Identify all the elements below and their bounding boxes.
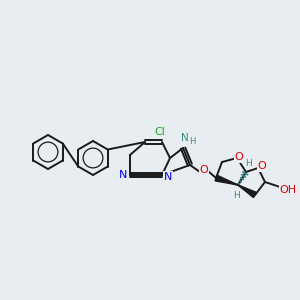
Polygon shape	[238, 185, 256, 198]
Text: Cl: Cl	[154, 127, 165, 137]
Polygon shape	[215, 175, 238, 185]
Text: OH: OH	[279, 185, 297, 195]
Text: H: H	[246, 160, 252, 169]
Text: O: O	[200, 165, 208, 175]
Text: N: N	[164, 172, 172, 182]
Text: H: H	[232, 190, 239, 200]
Text: O: O	[235, 152, 243, 162]
Text: O: O	[258, 161, 266, 171]
Text: H: H	[189, 137, 195, 146]
Text: N: N	[119, 170, 127, 180]
Text: N: N	[181, 133, 189, 143]
